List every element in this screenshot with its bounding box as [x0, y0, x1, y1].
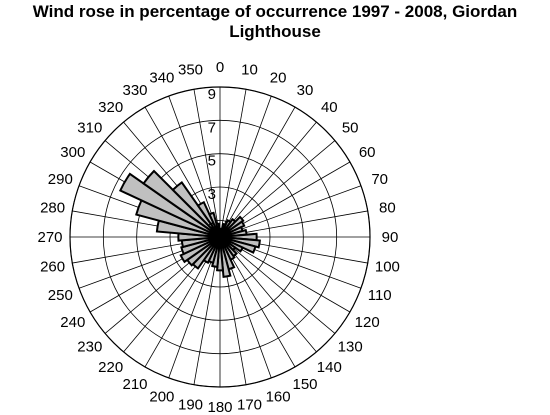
- direction-label-310: 310: [77, 120, 102, 137]
- spoke-70: [219, 185, 362, 238]
- direction-label-160: 160: [266, 389, 291, 406]
- direction-label-190: 190: [178, 396, 203, 413]
- wind-bars: [118, 169, 261, 278]
- direction-label-90: 90: [382, 229, 399, 246]
- direction-label-320: 320: [98, 99, 123, 116]
- direction-label-80: 80: [379, 200, 396, 217]
- direction-label-250: 250: [48, 287, 73, 304]
- direction-label-340: 340: [149, 69, 174, 86]
- direction-label-270: 270: [37, 229, 62, 246]
- spoke-20: [219, 95, 272, 238]
- direction-label-330: 330: [122, 82, 147, 99]
- direction-label-200: 200: [149, 389, 174, 406]
- direction-label-110: 110: [368, 287, 392, 304]
- bar-330: [196, 200, 221, 238]
- chart-title-line2: Lighthouse: [229, 22, 321, 41]
- direction-label-120: 120: [355, 314, 380, 331]
- bar-170: [219, 236, 232, 278]
- ring-label-1: 1: [208, 219, 216, 236]
- ring-label-3: 3: [208, 186, 216, 203]
- chart-title-line1: Wind rose in percentage of occurrence 19…: [32, 2, 518, 21]
- spoke-10: [219, 89, 247, 238]
- direction-label-100: 100: [375, 259, 400, 276]
- direction-label-150: 150: [292, 376, 317, 393]
- direction-label-260: 260: [40, 259, 65, 276]
- ring-labels: 1 3 5 7 9: [208, 86, 216, 236]
- direction-label-230: 230: [77, 338, 102, 355]
- direction-label-130: 130: [338, 338, 363, 355]
- direction-label-40: 40: [321, 99, 338, 116]
- center-dot: [215, 232, 225, 242]
- direction-label-20: 20: [270, 69, 287, 86]
- bar-320: [171, 180, 221, 238]
- direction-label-210: 210: [122, 376, 147, 393]
- bar-310: [142, 169, 221, 238]
- ring-label-9: 9: [208, 86, 216, 103]
- polar-grid: [69, 86, 371, 388]
- direction-label-140: 140: [317, 359, 342, 376]
- direction-label-0: 0: [216, 59, 224, 76]
- direction-label-170: 170: [237, 396, 262, 413]
- direction-label-350: 350: [178, 62, 203, 79]
- spoke-350: [193, 89, 221, 238]
- direction-label-70: 70: [371, 171, 388, 188]
- direction-label-180: 180: [207, 399, 232, 415]
- direction-label-300: 300: [60, 144, 85, 161]
- spoke-140: [219, 236, 317, 353]
- ring-label-7: 7: [208, 119, 216, 136]
- bar-240: [179, 236, 221, 264]
- direction-label-240: 240: [60, 314, 85, 331]
- bar-300: [118, 172, 221, 238]
- direction-label-290: 290: [48, 171, 73, 188]
- direction-label-30: 30: [297, 82, 314, 99]
- spoke-130: [219, 236, 336, 334]
- ring-label-5: 5: [208, 153, 216, 170]
- direction-label-10: 10: [241, 62, 258, 79]
- direction-label-60: 60: [359, 144, 376, 161]
- spoke-40: [219, 121, 317, 238]
- spoke-30: [219, 106, 296, 238]
- direction-label-50: 50: [342, 120, 359, 137]
- direction-label-280: 280: [40, 200, 65, 217]
- chart-title: Wind rose in percentage of occurrence 19…: [0, 2, 550, 42]
- bar-250: [180, 236, 221, 256]
- direction-label-220: 220: [98, 359, 123, 376]
